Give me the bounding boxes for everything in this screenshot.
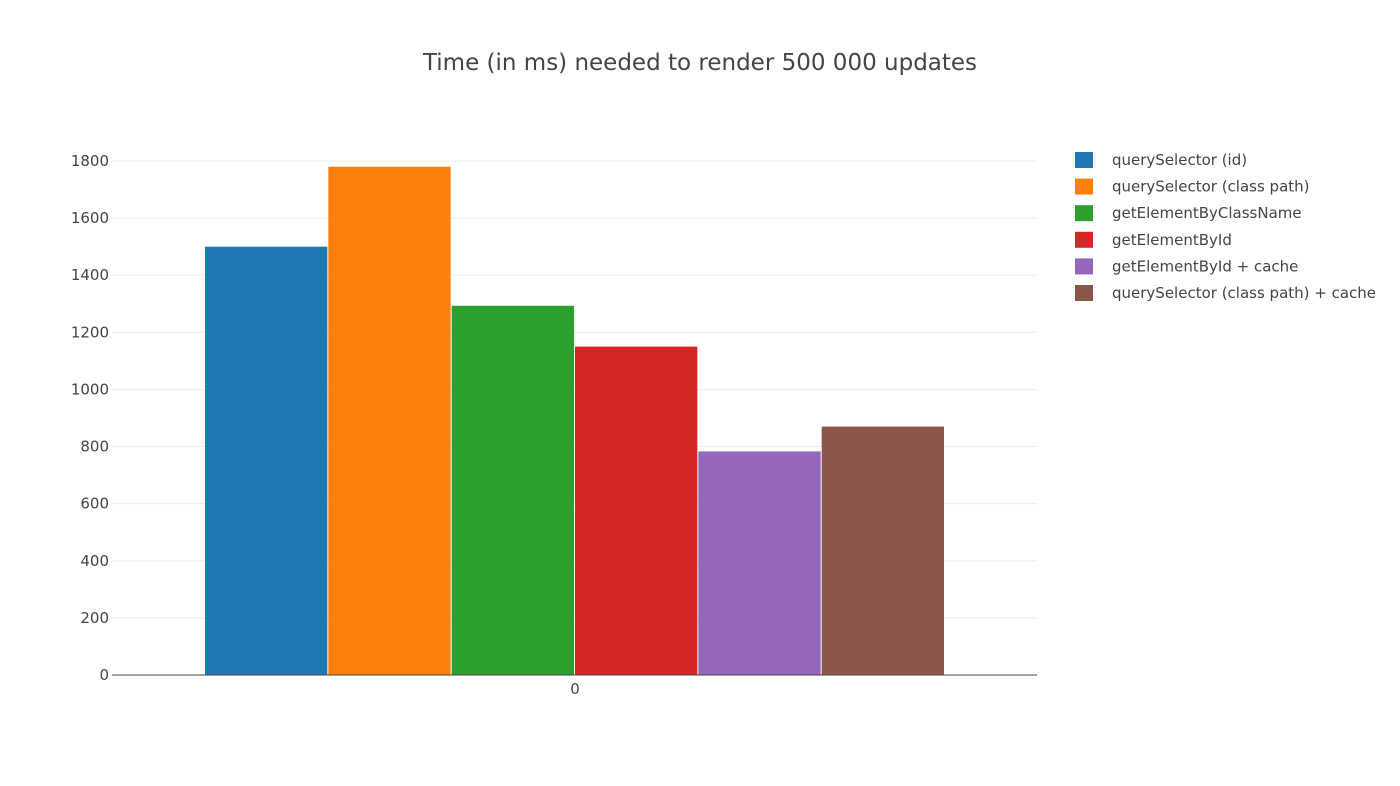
legend-item[interactable]: querySelector (class path) (1075, 178, 1310, 196)
bar-getelementbyid[interactable] (575, 346, 698, 675)
y-tick-label: 400 (80, 552, 109, 570)
y-tick-label: 200 (80, 609, 109, 627)
legend-swatch (1075, 231, 1093, 248)
chart-title: Time (in ms) needed to render 500 000 up… (422, 50, 977, 76)
bars (205, 166, 944, 675)
y-tick-label: 1200 (71, 323, 109, 341)
legend-swatch (1075, 178, 1093, 195)
legend-swatch (1075, 205, 1093, 222)
legend-swatch (1075, 152, 1093, 168)
y-tick-label: 600 (80, 495, 109, 513)
legend-label: querySelector (class path) + cache (1112, 284, 1376, 302)
legend-item[interactable]: querySelector (class path) + cache (1075, 284, 1376, 302)
y-tick-label: 800 (80, 438, 109, 456)
legend: querySelector (id) querySelector (class p… (1075, 151, 1376, 302)
bar-getelementbyclassname[interactable] (451, 305, 574, 675)
legend-swatch (1075, 285, 1093, 301)
bar-getelementbyid-cache[interactable] (698, 451, 821, 675)
legend-item[interactable]: getElementById (1075, 231, 1232, 249)
legend-swatch (1075, 258, 1093, 275)
y-tick-label: 1000 (71, 380, 109, 398)
y-tick-label: 1800 (71, 152, 109, 170)
axes: 0 200 400 600 800 1000 1200 1400 1600 1800 0 (71, 152, 1037, 698)
legend-label: getElementById (1112, 231, 1232, 249)
y-tick-label: 1600 (71, 209, 109, 227)
bar-queryselector-class-path-cache[interactable] (821, 426, 944, 675)
legend-label: querySelector (id) (1112, 151, 1247, 169)
legend-item[interactable]: getElementByClassName (1075, 204, 1302, 222)
bar-queryselector-id[interactable] (205, 246, 328, 675)
bar-queryselector-class-path[interactable] (328, 166, 451, 675)
legend-label: getElementById + cache (1112, 257, 1298, 275)
legend-item[interactable]: querySelector (id) (1075, 151, 1247, 169)
x-tick-label: 0 (570, 680, 580, 698)
legend-label: getElementByClassName (1112, 204, 1302, 222)
legend-label: querySelector (class path) (1112, 178, 1310, 196)
y-tick-label: 0 (99, 666, 109, 684)
legend-item[interactable]: getElementById + cache (1075, 257, 1298, 275)
y-tick-label: 1400 (71, 266, 109, 284)
